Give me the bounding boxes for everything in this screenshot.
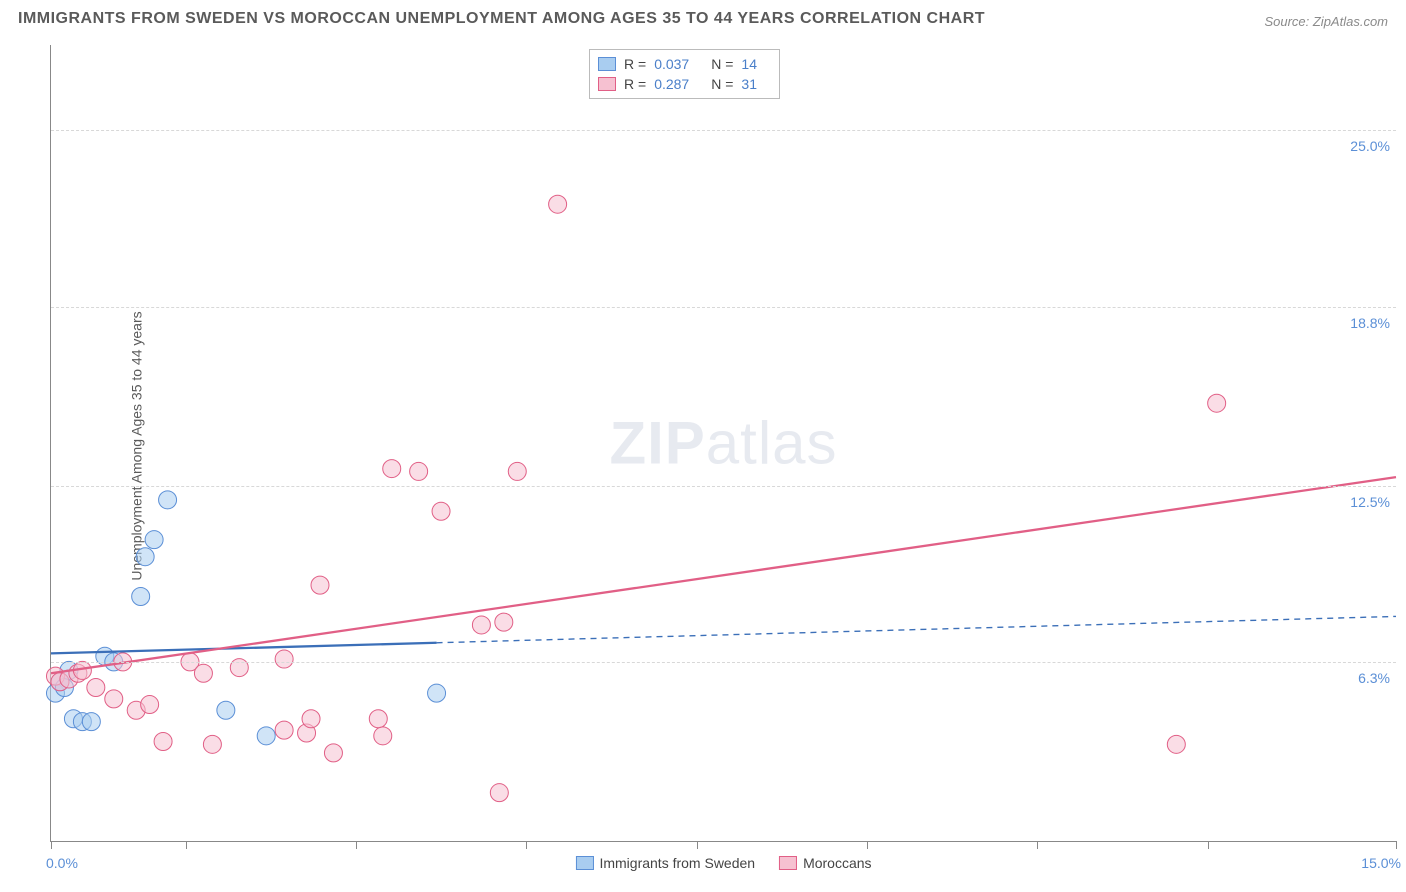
y-tick-label: 25.0% xyxy=(1350,138,1390,154)
legend-swatch xyxy=(779,856,797,870)
scatter-point xyxy=(508,462,526,480)
x-axis-min-label: 0.0% xyxy=(46,855,78,871)
n-label: N = xyxy=(711,76,733,92)
scatter-point xyxy=(141,696,159,714)
scatter-point xyxy=(495,613,513,631)
scatter-point xyxy=(490,784,508,802)
x-tick xyxy=(51,841,52,849)
gridline xyxy=(51,307,1396,308)
source-attribution: Source: ZipAtlas.com xyxy=(1264,14,1388,29)
scatter-point xyxy=(257,727,275,745)
chart-title: IMMIGRANTS FROM SWEDEN VS MOROCCAN UNEMP… xyxy=(18,10,985,28)
x-tick xyxy=(526,841,527,849)
scatter-point xyxy=(145,531,163,549)
y-tick-label: 18.8% xyxy=(1350,315,1390,331)
trend-line-dashed xyxy=(437,616,1396,642)
scatter-point xyxy=(432,502,450,520)
scatter-point xyxy=(374,727,392,745)
legend-swatch xyxy=(598,57,616,71)
x-axis-max-label: 15.0% xyxy=(1361,855,1401,871)
legend-correlation-row: R = 0.037 N = 14 xyxy=(598,54,771,74)
scatter-point xyxy=(105,690,123,708)
r-value: 0.037 xyxy=(654,56,689,72)
scatter-point xyxy=(1208,394,1226,412)
r-value: 0.287 xyxy=(654,76,689,92)
scatter-point xyxy=(428,684,446,702)
x-tick xyxy=(356,841,357,849)
scatter-point xyxy=(203,735,221,753)
legend-correlation-box: R = 0.037 N = 14 R = 0.287 N = 31 xyxy=(589,49,780,99)
n-label: N = xyxy=(711,56,733,72)
scatter-point xyxy=(275,650,293,668)
x-tick xyxy=(1037,841,1038,849)
gridline xyxy=(51,662,1396,663)
y-tick-label: 12.5% xyxy=(1350,494,1390,510)
trend-line-solid xyxy=(51,477,1396,673)
scatter-point xyxy=(324,744,342,762)
legend-swatch xyxy=(598,77,616,91)
n-value: 14 xyxy=(741,56,757,72)
plot-area: ZIPatlas R =0.037N =14R =0.287N =31 0.0%… xyxy=(50,45,1396,842)
scatter-point xyxy=(194,664,212,682)
x-tick xyxy=(1396,841,1397,849)
scatter-point xyxy=(383,460,401,478)
scatter-point xyxy=(217,701,235,719)
y-tick-label: 6.3% xyxy=(1358,670,1390,686)
legend-series-item: Immigrants from Sweden xyxy=(575,855,755,871)
scatter-point xyxy=(82,713,100,731)
scatter-point xyxy=(136,548,154,566)
gridline xyxy=(51,130,1396,131)
scatter-point xyxy=(369,710,387,728)
scatter-point xyxy=(1167,735,1185,753)
scatter-point xyxy=(410,462,428,480)
r-label: R = xyxy=(624,56,646,72)
plot-svg xyxy=(51,45,1396,841)
legend-swatch xyxy=(575,856,593,870)
legend-series-label: Moroccans xyxy=(803,855,871,871)
x-tick xyxy=(1208,841,1209,849)
legend-series: Immigrants from Sweden Moroccans xyxy=(575,855,871,871)
scatter-point xyxy=(472,616,490,634)
scatter-point xyxy=(549,195,567,213)
n-value: 31 xyxy=(741,76,757,92)
scatter-point xyxy=(159,491,177,509)
scatter-point xyxy=(154,733,172,751)
scatter-point xyxy=(87,678,105,696)
legend-series-label: Immigrants from Sweden xyxy=(599,855,755,871)
scatter-point xyxy=(132,588,150,606)
x-tick xyxy=(867,841,868,849)
scatter-point xyxy=(311,576,329,594)
x-tick xyxy=(697,841,698,849)
gridline xyxy=(51,486,1396,487)
x-tick xyxy=(186,841,187,849)
legend-correlation-row: R = 0.287 N = 31 xyxy=(598,74,771,94)
scatter-point xyxy=(275,721,293,739)
r-label: R = xyxy=(624,76,646,92)
scatter-point xyxy=(302,710,320,728)
legend-series-item: Moroccans xyxy=(779,855,871,871)
